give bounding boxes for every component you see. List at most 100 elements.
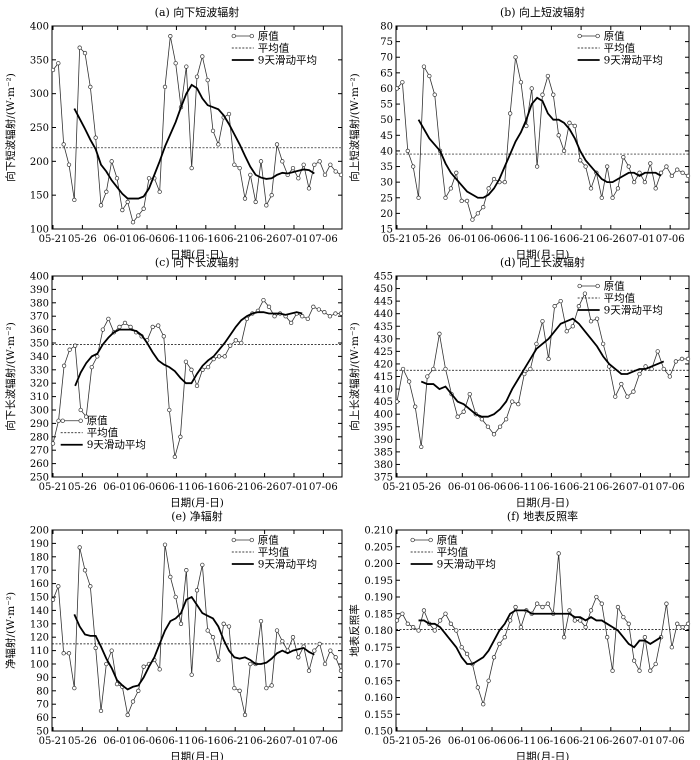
y-tick-label: 350 [30, 55, 49, 66]
y-tick-label: 20 [380, 209, 393, 220]
series-raw-point [518, 80, 524, 85]
y-tick-label: 395 [374, 422, 393, 433]
series-raw-point [534, 341, 539, 346]
y-tick-label: 100 [30, 660, 49, 671]
series-raw-point [642, 180, 648, 185]
series-raw-point [200, 54, 205, 59]
y-tick-label: 180 [30, 552, 49, 563]
series-raw-point [394, 399, 400, 404]
series-raw-point [272, 314, 277, 319]
legend-label: 原值 [258, 534, 279, 547]
series-raw-point [296, 176, 301, 181]
legend-label: 原值 [258, 30, 279, 43]
series-raw-point [576, 304, 582, 309]
y-axis-label: 地表反照率 [348, 604, 361, 657]
x-tick-label: 06-01 [448, 234, 477, 245]
x-tick-label: 06-16 [191, 234, 220, 245]
series-raw-point [637, 170, 642, 175]
series-raw-point [311, 304, 316, 309]
series-raw-point [189, 165, 194, 171]
series-raw-point [146, 176, 152, 181]
y-tick-label: 280 [30, 432, 49, 443]
series-raw-point [84, 414, 89, 419]
series-raw-point [540, 604, 545, 610]
x-tick-label: 07-06 [309, 482, 338, 493]
series-raw-point [669, 645, 674, 650]
legend-swatch-raw-point [595, 33, 600, 39]
legend-swatch-raw-point [577, 283, 582, 289]
y-tick-label: 130 [30, 619, 49, 630]
series-raw-point [516, 401, 521, 407]
y-tick-label: 0.165 [364, 676, 393, 687]
x-tick-label: 07-01 [280, 482, 309, 493]
series-raw-point [599, 601, 604, 606]
y-tick-label: 30 [380, 178, 393, 189]
series-raw-point [664, 601, 669, 606]
y-tick-label: 410 [374, 385, 393, 396]
series-raw-point [481, 204, 486, 210]
y-tick-label: 300 [30, 406, 49, 417]
y-tick-label: 0.150 [364, 727, 393, 738]
y-axis-label: 净辐射/(W·m⁻²) [4, 592, 17, 669]
series-raw-point [464, 198, 470, 204]
series-raw-point [178, 621, 184, 626]
series-raw-point [141, 206, 146, 211]
legend-swatch-raw-point [595, 283, 600, 289]
y-tick-label: 65 [380, 68, 393, 79]
series-raw-point [443, 366, 448, 372]
series-raw-point [637, 371, 642, 377]
legend-label: 平均值 [604, 292, 636, 305]
series-raw-point [306, 186, 312, 191]
series-moving-average-line [418, 609, 662, 665]
series-raw-point [125, 199, 130, 205]
y-tick-label: 310 [30, 392, 49, 403]
series-raw-point [178, 434, 183, 439]
legend-label: 9天滑动平均 [258, 55, 317, 67]
series-raw-point [61, 142, 66, 147]
series-raw-point [210, 635, 216, 640]
x-tick-label: 06-11 [162, 482, 191, 493]
y-tick-label: 0.200 [364, 559, 393, 570]
y-tick-label: 0.185 [364, 609, 393, 620]
series-raw-point [77, 45, 82, 50]
series-raw-point [228, 343, 233, 348]
series-raw-point [491, 655, 497, 660]
series-raw-point [556, 133, 561, 138]
y-tick-label: 260 [30, 459, 49, 470]
series-raw-point [615, 604, 621, 610]
y-tick-label: 90 [36, 673, 49, 684]
series-raw-point [66, 162, 72, 167]
x-tick-label: 06-06 [133, 234, 162, 245]
y-tick-label: 380 [30, 298, 49, 309]
series-raw-point [264, 685, 269, 691]
series-raw-point [82, 568, 88, 573]
series-raw-point [561, 148, 567, 154]
series-raw-point [226, 111, 232, 117]
series-raw-point [98, 203, 104, 208]
x-tick-label: 05-21 [383, 482, 412, 493]
series-raw-point [333, 655, 338, 660]
series-raw-line [396, 57, 689, 221]
series-raw-point [130, 220, 136, 225]
legend-label: 原值 [87, 414, 108, 427]
series-raw-point [56, 418, 61, 423]
series-raw-point [328, 162, 333, 167]
legend-swatch-raw-point [231, 537, 236, 543]
y-tick-label: 80 [380, 22, 393, 33]
series-raw-point [491, 432, 497, 437]
chart-panel-5: (e) 净辐射 50 60 70 80 90 100 110 120 130 140 150 160 17… [4, 509, 344, 760]
series-raw-point [258, 159, 264, 164]
series-raw-point [72, 197, 77, 203]
series-raw-point [93, 645, 98, 651]
y-tick-label: 45 [380, 131, 393, 142]
y-tick-label: 160 [30, 579, 49, 590]
chart-title: (a) 向下短波辐射 [155, 5, 240, 19]
series-raw-point [274, 142, 280, 147]
series-raw-point [675, 167, 680, 172]
series-raw-point [578, 158, 583, 163]
x-tick-label: 06-21 [221, 736, 250, 747]
y-tick-label: 190 [30, 539, 49, 550]
series-raw-point [226, 624, 232, 629]
series-raw-point [564, 329, 569, 334]
